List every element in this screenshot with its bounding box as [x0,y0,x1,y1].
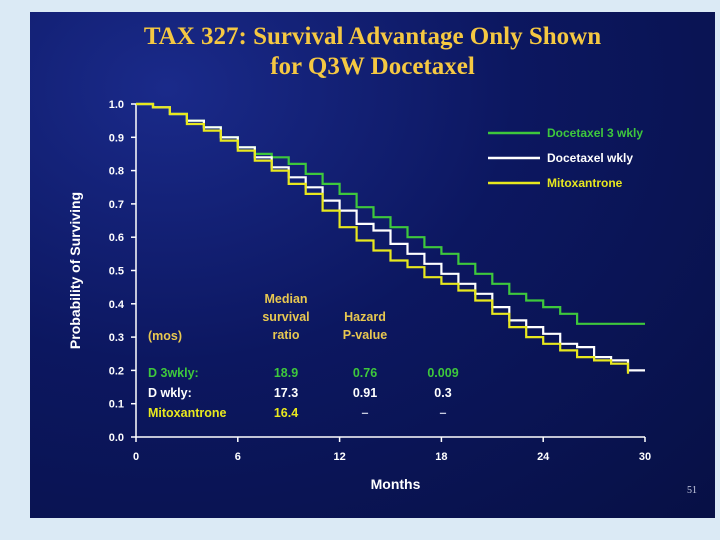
y-tick-label: 0.6 [109,232,124,244]
row-median: 18.9 [274,366,298,380]
y-tick-label: 0.2 [109,365,124,377]
row-label: D 3wkly: [148,366,199,380]
title-line-2: for Q3W Docetaxel [270,53,475,80]
row-hazard: 0.91 [353,386,377,400]
row-hazard: – [362,406,369,420]
row-pvalue: – [440,406,447,420]
row-median: 16.4 [274,406,298,420]
legend: Docetaxel 3 wkly Docetaxel wkly Mitoxantro… [488,126,643,190]
y-tick-label: 1.0 [109,99,124,111]
y-tick-label: 0.0 [109,432,124,444]
legend-label: Docetaxel wkly [547,151,633,165]
header-hazard-2: P-value [343,328,388,342]
annotation-table: (mos) Median survival ratio Hazard P-value D 3… [148,292,459,420]
x-axis-title: Months [371,476,421,492]
x-tick-label: 18 [435,451,447,463]
slide-title: TAX 327: Survival Advantage Only Shown f… [30,22,715,82]
row-label: D wkly: [148,386,192,400]
header-median-1: Median [264,292,307,306]
y-tick-label: 0.4 [109,299,125,311]
x-tick-label: 30 [639,451,651,463]
x-tick-label: 24 [537,451,550,463]
y-tick-label: 0.7 [109,199,124,211]
slide: TAX 327: Survival Advantage Only Shown f… [30,12,715,518]
row-label: Mitoxantrone [148,406,227,420]
row-median: 17.3 [274,386,298,400]
row-pvalue: 0.3 [434,386,451,400]
title-line-1: TAX 327: Survival Advantage Only Shown [143,23,602,50]
header-median-2: survival [262,310,309,324]
table-unit-label: (mos) [148,329,182,343]
header-hazard-1: Hazard [344,310,386,324]
header-median-3: ratio [272,328,299,342]
axes: 0.0 0.1 0.2 0.3 0.4 0.5 0.6 0.7 0.8 0.9 1.0 0 6 12 18 2… [67,99,651,492]
series-line-mitoxantrone [136,102,630,374]
legend-label: Docetaxel 3 wkly [547,126,643,140]
y-tick-label: 0.1 [109,399,124,411]
row-hazard: 0.76 [353,366,377,380]
y-tick-label: 0.9 [109,132,124,144]
slide-number: 51 [687,485,697,496]
y-tick-label: 0.8 [109,166,124,178]
survival-curves [136,102,645,374]
survival-chart: 0.0 0.1 0.2 0.3 0.4 0.5 0.6 0.7 0.8 0.9 1.0 0 6 12 18 2… [67,99,651,492]
y-axis-title: Probability of Surviving [67,192,83,349]
x-tick-label: 0 [133,451,139,463]
y-tick-label: 0.5 [109,266,124,278]
y-tick-label: 0.3 [109,332,124,344]
series-line-docetaxel-wkly [136,102,645,372]
row-pvalue: 0.009 [427,366,458,380]
legend-label: Mitoxantrone [547,176,623,190]
x-tick-label: 12 [333,451,345,463]
x-tick-label: 6 [235,451,241,463]
